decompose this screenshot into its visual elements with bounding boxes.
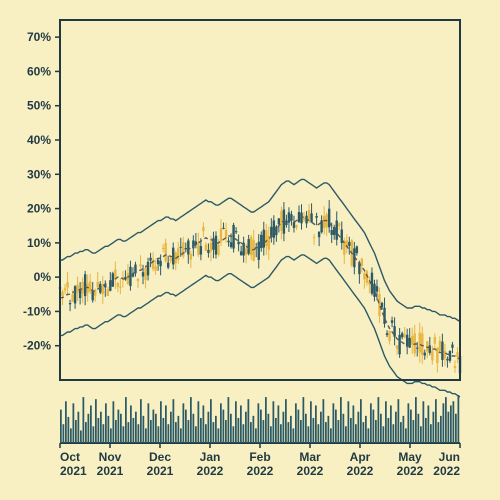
y-tick-label: 0% [34, 270, 52, 284]
x-tick-label-month: May [398, 450, 422, 464]
x-tick-label-month: Jun [439, 450, 460, 464]
x-tick-label-year: 2022 [247, 464, 274, 478]
x-tick-label-year: 2022 [397, 464, 424, 478]
x-tick-label-month: Feb [249, 450, 270, 464]
y-tick-label: 60% [27, 64, 51, 78]
x-tick-label-year: 2022 [347, 464, 374, 478]
x-tick-label-year: 2021 [60, 464, 87, 478]
x-tick-label-month: Apr [350, 450, 371, 464]
x-tick-label-month: Nov [99, 450, 122, 464]
y-tick-label: 70% [27, 30, 51, 44]
y-tick-label: -10% [23, 304, 51, 318]
x-tick-label-year: 2022 [297, 464, 324, 478]
x-tick-label-year: 2022 [197, 464, 224, 478]
y-tick-label: 40% [27, 133, 51, 147]
y-tick-label: 20% [27, 202, 51, 216]
x-tick-label-year: 2021 [97, 464, 124, 478]
x-tick-label-year: 2021 [147, 464, 174, 478]
candlestick-chart: -20%-10%0%10%20%30%40%50%60%70%Oct2021No… [0, 0, 500, 500]
x-tick-label-month: Dec [149, 450, 171, 464]
x-tick-label-month: Oct [60, 450, 80, 464]
x-tick-label-month: Mar [299, 450, 321, 464]
x-tick-label-year: 2022 [433, 464, 460, 478]
y-tick-label: 30% [27, 167, 51, 181]
y-tick-label: -20% [23, 339, 51, 353]
x-tick-label-month: Jan [200, 450, 221, 464]
y-tick-label: 50% [27, 99, 51, 113]
y-tick-label: 10% [27, 236, 51, 250]
